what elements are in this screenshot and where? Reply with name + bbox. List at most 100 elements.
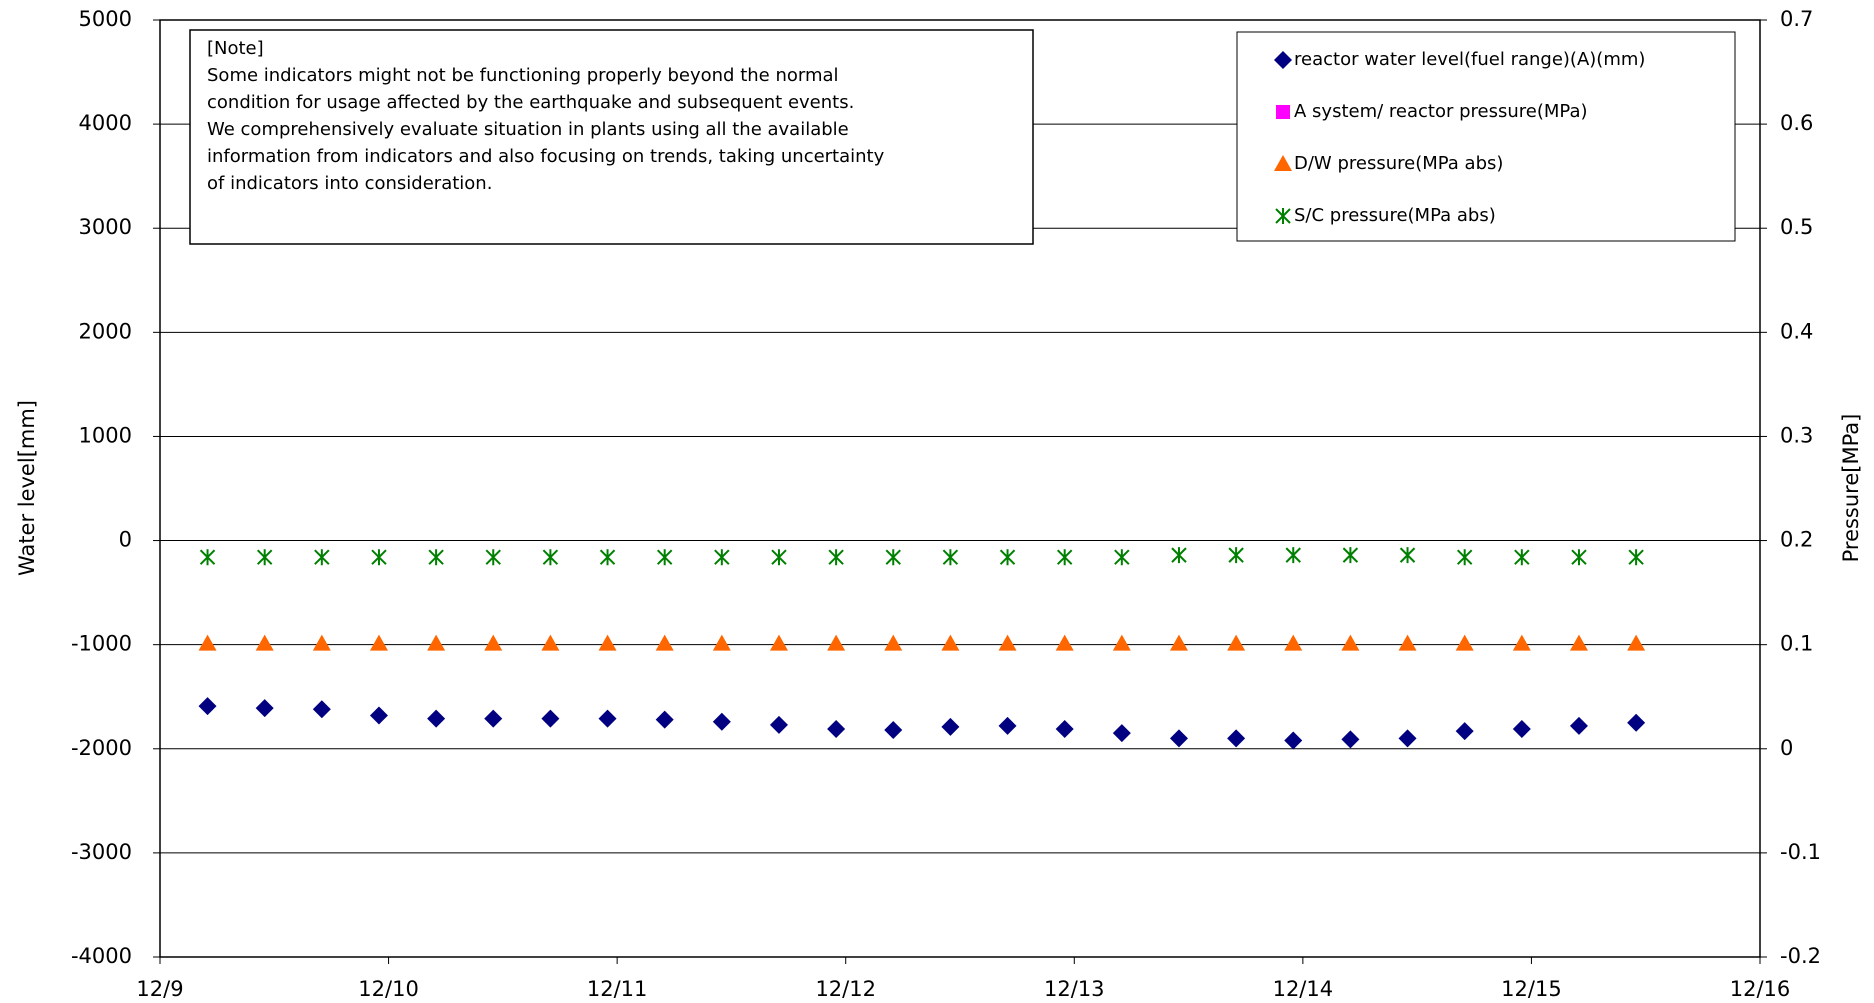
triangle-marker (1284, 634, 1303, 651)
y2-tick-label: 0.4 (1780, 319, 1813, 343)
asterisk-marker (485, 549, 501, 566)
y-tick-label: -4000 (71, 944, 132, 968)
x-tick-label: 12/10 (358, 977, 419, 1001)
diamond-marker (1512, 719, 1531, 738)
asterisk-marker (999, 549, 1016, 566)
triangle-marker (1341, 634, 1360, 651)
triangle-marker (198, 634, 217, 651)
diamond-marker (427, 709, 446, 728)
note-line: Some indicators might not be functioning… (207, 65, 839, 86)
asterisk-marker (1171, 547, 1187, 564)
y2-tick-label: -0.2 (1780, 944, 1821, 968)
note-box (189, 29, 1034, 245)
note-line: information from indicators and also foc… (207, 146, 885, 167)
note-line: We comprehensively evaluate situation in… (207, 119, 849, 140)
triangle-marker (598, 634, 617, 651)
triangle-marker (1569, 634, 1588, 651)
asterisk-marker (1114, 549, 1130, 566)
diamond-marker (1112, 724, 1131, 743)
asterisk-marker (599, 549, 616, 566)
triangle-marker (712, 634, 731, 651)
asterisk-marker (714, 549, 730, 566)
asterisk-marker (1228, 547, 1244, 564)
y2-axis-label: Pressure[MPa] (1839, 414, 1863, 563)
diamond-marker (1341, 730, 1360, 749)
triangle-marker (255, 634, 274, 651)
legend: reactor water level(fuel range)(A)(mm) A … (1236, 31, 1736, 242)
triangle-marker (1398, 634, 1417, 651)
y-tick-label: 1000 (79, 423, 132, 447)
y-tick-label: 5000 (79, 7, 132, 31)
asterisk-marker (828, 549, 844, 566)
triangle-marker (1512, 634, 1531, 651)
y-tick-label: 3000 (79, 215, 132, 239)
square-marker (1276, 105, 1290, 119)
y2-tick-label: 0.3 (1780, 423, 1813, 447)
diamond-marker (1284, 731, 1303, 750)
x-tick-label: 12/14 (1273, 977, 1334, 1001)
diamond-marker (541, 709, 560, 728)
triangle-marker (1455, 634, 1474, 651)
y-tick-label: 0 (119, 528, 132, 552)
diamond-marker (484, 709, 503, 728)
asterisk-marker (199, 549, 216, 566)
legend-label: reactor water level(fuel range)(A)(mm) (1294, 49, 1645, 70)
triangle-marker (998, 634, 1017, 651)
plot-frame (159, 19, 1761, 958)
y-tick-label: -1000 (71, 632, 132, 656)
x-tick-label: 12/15 (1501, 977, 1562, 1001)
asterisk-marker (771, 549, 787, 566)
triangle-marker (1274, 155, 1292, 171)
asterisk-marker (656, 549, 673, 566)
asterisk-marker (942, 549, 959, 566)
triangle-marker (1627, 634, 1646, 651)
note: [Note] Some indicators might not be funct… (189, 29, 1034, 245)
triangle-marker (1227, 634, 1246, 651)
diamond-marker (827, 719, 846, 738)
y2-tick-label: 0.1 (1780, 632, 1813, 656)
y2-tick-label: 0.2 (1780, 528, 1813, 552)
legend-box (1236, 31, 1736, 242)
legend-label: D/W pressure(MPa abs) (1294, 153, 1503, 174)
x-tick-label: 12/16 (1730, 977, 1791, 1001)
asterisk-marker (1571, 549, 1587, 566)
diamond-marker (655, 710, 674, 729)
y2-tick-label: -0.1 (1780, 840, 1821, 864)
asterisk-marker (1456, 549, 1473, 566)
diamond-marker (769, 715, 788, 734)
asterisk-marker (1399, 547, 1416, 564)
diamond-marker (941, 717, 960, 736)
triangle-marker (427, 634, 446, 651)
triangle-marker (655, 634, 674, 651)
triangle-marker (1169, 634, 1188, 651)
asterisk-marker (1056, 549, 1073, 566)
y-tick-label: 2000 (79, 319, 132, 343)
diamond-marker (1055, 719, 1074, 738)
asterisk-marker (371, 549, 387, 566)
asterisk-marker (1275, 208, 1291, 224)
diamond-marker (598, 709, 617, 728)
triangle-marker (484, 634, 503, 651)
triangle-marker (941, 634, 960, 651)
diamond-marker (1398, 729, 1417, 748)
asterisk-marker (1628, 549, 1644, 566)
diamond-marker (1569, 716, 1588, 735)
triangle-marker (1055, 634, 1074, 651)
x-tick-label: 12/9 (136, 977, 183, 1001)
triangle-marker (1112, 634, 1131, 651)
note-title: [Note] (207, 38, 264, 59)
triangle-marker (312, 634, 331, 651)
x-tick-label: 12/13 (1044, 977, 1105, 1001)
diamond-marker (1274, 51, 1292, 69)
diamond-marker (255, 699, 274, 718)
triangle-marker (769, 634, 788, 651)
diamond-marker (198, 697, 217, 716)
asterisk-marker (428, 549, 444, 566)
y-tick-label: 4000 (79, 111, 132, 135)
x-tick-label: 12/12 (815, 977, 876, 1001)
diamond-marker (1627, 713, 1646, 732)
y-tick-label: -3000 (71, 840, 132, 864)
diamond-marker (1227, 729, 1246, 748)
diamond-marker (369, 706, 388, 725)
